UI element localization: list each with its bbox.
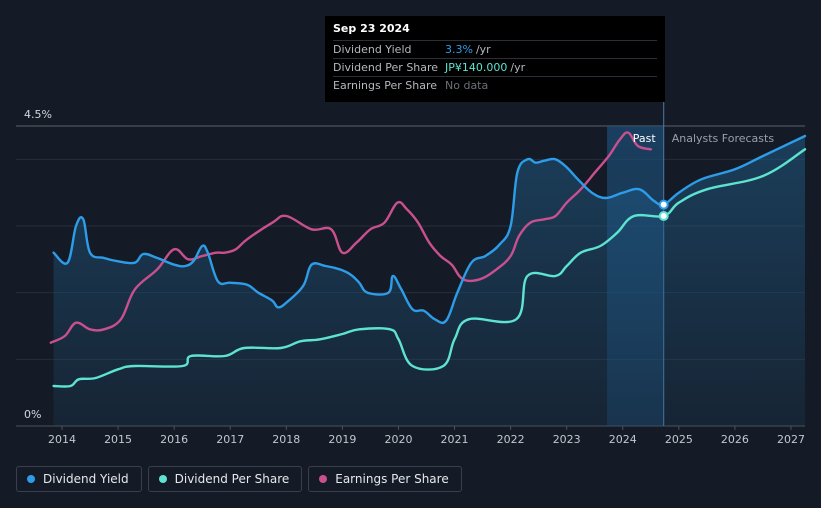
tooltip-row-dividend-yield: Dividend Yield 3.3% /yr: [333, 40, 657, 58]
x-tick-label: 2021: [441, 433, 469, 446]
legend-item-earnings-per-share[interactable]: Earnings Per Share: [308, 466, 462, 492]
x-tick-label: 2026: [721, 433, 749, 446]
dividend-per-share-dot-icon: [158, 475, 167, 483]
tooltip: Sep 23 2024 Dividend Yield 3.3% /yr Divi…: [325, 16, 665, 102]
tooltip-row-earnings-per-share: Earnings Per Share No data: [333, 76, 657, 94]
tooltip-value: JP¥140.000: [445, 61, 508, 74]
x-tick-label: 2022: [497, 433, 525, 446]
tooltip-unit: /yr: [510, 61, 526, 74]
tooltip-value: 3.3%: [445, 43, 473, 56]
legend-label: Dividend Per Share: [174, 472, 290, 486]
x-tick-label: 2014: [48, 433, 76, 446]
x-tick-label: 2025: [665, 433, 693, 446]
tooltip-label: Dividend Yield: [333, 43, 412, 56]
dividend-yield-dot-icon: [27, 475, 35, 483]
tooltip-value: No data: [445, 79, 489, 92]
earnings-per-share-line: [49, 131, 652, 344]
dividend-yield-marker: [658, 199, 669, 210]
earnings-per-share-dot-icon: [319, 475, 328, 483]
legend: Dividend Yield Dividend Per Share Earnin…: [16, 466, 462, 492]
legend-label: Dividend Yield: [43, 472, 129, 486]
tooltip-label: Dividend Per Share: [333, 61, 439, 74]
forecast-label: Analysts Forecasts: [672, 132, 775, 145]
tooltip-row-dividend-per-share: Dividend Per Share JP¥140.000 /yr: [333, 58, 657, 76]
dividend-per-share-marker: [658, 211, 669, 221]
dividend-yield-area: [53, 136, 806, 426]
x-tick-label: 2018: [272, 433, 300, 446]
legend-label: Earnings Per Share: [335, 472, 449, 486]
dividend-yield-line: [52, 134, 807, 325]
tooltip-label: Earnings Per Share: [333, 79, 438, 92]
y-axis-label-bottom: 0%: [24, 408, 41, 421]
tooltip-date: Sep 23 2024: [333, 22, 410, 35]
x-tick-label: 2016: [160, 433, 188, 446]
y-axis-label-top: 4.5%: [24, 108, 52, 121]
legend-item-dividend-per-share[interactable]: Dividend Per Share: [147, 466, 303, 492]
x-tick-label: 2027: [777, 433, 805, 446]
tooltip-unit: /yr: [475, 43, 491, 56]
x-tick-label: 2019: [328, 433, 356, 446]
past-label: Past: [633, 132, 657, 145]
legend-item-dividend-yield[interactable]: Dividend Yield: [16, 466, 142, 492]
x-tick-label: 2020: [384, 433, 412, 446]
x-tick-label: 2017: [216, 433, 244, 446]
dividend-per-share-line: [52, 148, 807, 388]
x-tick-label: 2023: [553, 433, 581, 446]
x-tick-label: 2015: [104, 433, 132, 446]
x-tick-label: 2024: [609, 433, 637, 446]
